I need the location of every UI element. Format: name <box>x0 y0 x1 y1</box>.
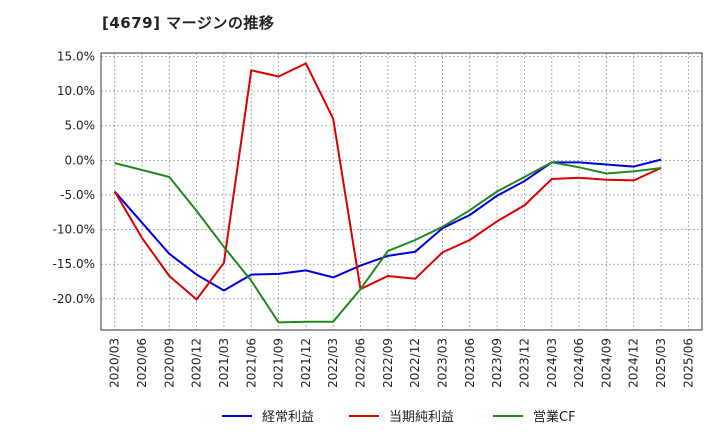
y-tick-label: 0.0% <box>65 153 96 167</box>
y-tick-label: 10.0% <box>57 84 95 98</box>
x-tick-label: 2021/03 <box>217 338 231 388</box>
axes <box>100 52 703 331</box>
x-tick-label: 2021/12 <box>299 338 313 388</box>
legend-label: 経常利益 <box>262 410 314 425</box>
x-tick-label: 2024/12 <box>627 338 641 388</box>
x-tick-label: 2022/03 <box>326 338 340 388</box>
y-tick-label: -5.0% <box>60 188 95 202</box>
legend-label: 当期純利益 <box>389 410 454 425</box>
plot-frame <box>100 52 703 331</box>
x-tick-label: 2025/03 <box>654 338 668 388</box>
series-line-2 <box>114 161 662 324</box>
x-tick-label: 2024/06 <box>572 338 586 388</box>
x-tick-label: 2023/09 <box>490 338 504 388</box>
legend: 経常利益 当期純利益 営業CF <box>222 409 576 425</box>
x-tick-label: 2021/06 <box>244 338 258 388</box>
x-tick-label: 2025/06 <box>681 338 695 388</box>
x-tick-label: 2023/12 <box>517 338 531 388</box>
x-tick-label: 2024/03 <box>545 338 559 388</box>
grid-lines <box>101 53 702 330</box>
x-tick-label: 2022/12 <box>408 338 422 388</box>
x-tick-label: 2022/09 <box>381 338 395 388</box>
x-tick-label: 2020/06 <box>135 338 149 388</box>
x-tick-label: 2020/12 <box>190 338 204 388</box>
x-tick-label: 2022/06 <box>354 338 368 388</box>
x-tick-label: 2020/09 <box>162 338 176 388</box>
x-tick-label: 2023/06 <box>463 338 477 388</box>
x-tick-label: 2024/09 <box>599 338 613 388</box>
y-tick-label: -15.0% <box>53 257 95 271</box>
y-tick-label: 5.0% <box>65 119 96 133</box>
y-tick-label: -10.0% <box>53 223 95 237</box>
legend-label: 営業CF <box>533 409 576 425</box>
chart-title: [4679] マージンの推移 <box>102 14 275 32</box>
x-axis-ticks: 2020/03 2020/06 2020/09 2020/12 2021/03 2021/… <box>108 338 696 388</box>
x-tick-label: 2021/09 <box>272 338 286 388</box>
series-line-0 <box>113 158 662 292</box>
y-tick-label: 15.0% <box>57 49 95 63</box>
y-axis-ticks: 15.0% 10.0% 5.0% 0.0% -5.0% -10.0% -15.0% -20.0… <box>53 49 95 305</box>
series-lines <box>113 62 662 324</box>
x-tick-label: 2020/03 <box>108 338 122 388</box>
x-tick-label: 2023/03 <box>435 338 449 388</box>
y-tick-label: -20.0% <box>53 292 95 306</box>
series-line-1 <box>113 62 662 301</box>
